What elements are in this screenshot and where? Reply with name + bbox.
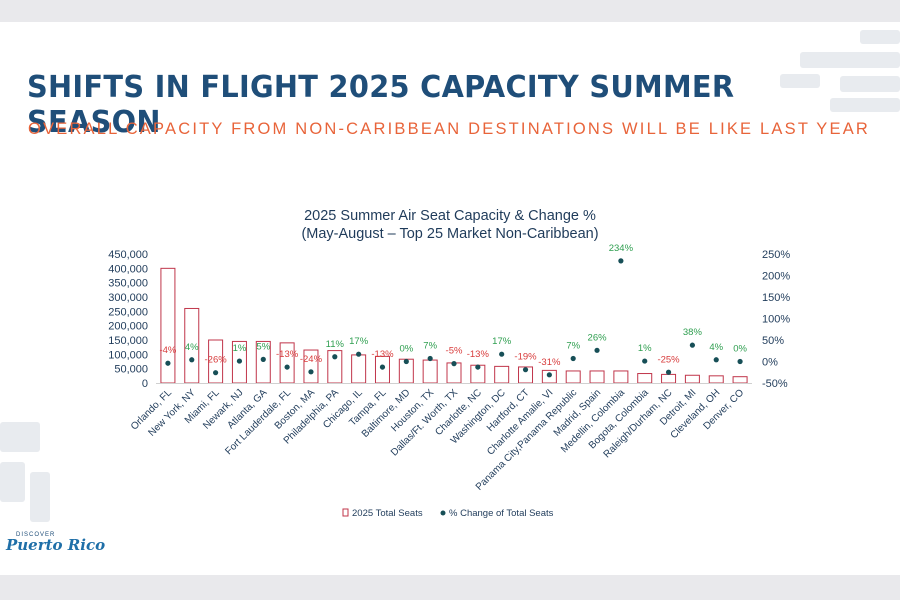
- bar-20: [613, 370, 629, 384]
- bar-15: [494, 365, 510, 384]
- logo-big-text: Puerto Rico: [6, 536, 106, 554]
- pct-data-label: -4%: [159, 345, 176, 356]
- slide-subtitle: OVERALL CAPACITY FROM NON-CARIBBEAN DEST…: [28, 120, 871, 138]
- y-left-tick-label: 100,000: [108, 349, 148, 361]
- y-left-tick-label: 150,000: [108, 335, 148, 347]
- pct-point-24: [713, 357, 719, 363]
- pct-data-label: 38%: [683, 327, 703, 338]
- slide: SHIFTS IN FLIGHT 2025 CAPACITY SUMMER SE…: [0, 22, 900, 575]
- pct-point-25: [737, 358, 743, 365]
- pct-data-label: 0%: [399, 344, 413, 355]
- bar-19: [589, 370, 605, 384]
- y-right-tick-label: 150%: [762, 292, 790, 304]
- pct-data-label: -13%: [276, 349, 299, 360]
- pct-point-15: [499, 351, 505, 357]
- pct-point-6: [284, 364, 290, 370]
- bar-22: [661, 373, 677, 384]
- pct-point-22: [665, 369, 672, 375]
- decoration-block: [830, 98, 900, 112]
- y-right-tick-label: -50%: [762, 378, 788, 390]
- bar-12: [422, 359, 438, 384]
- pct-data-label: 26%: [588, 332, 608, 343]
- pct-point-19: [594, 347, 600, 353]
- y-right-tick-label: 250%: [762, 249, 790, 261]
- pct-data-label: -25%: [657, 354, 680, 365]
- bar-23: [684, 374, 700, 384]
- legend-dot-swatch: [440, 510, 446, 516]
- pct-point-13: [451, 361, 457, 367]
- pct-point-17: [546, 372, 552, 378]
- pct-point-7: [308, 369, 314, 375]
- y-left-tick-label: 250,000: [108, 306, 148, 318]
- pct-data-label: 7%: [566, 340, 580, 351]
- pct-data-label: 4%: [709, 342, 723, 353]
- decoration-block: [780, 74, 820, 88]
- pct-point-14: [475, 364, 481, 370]
- pct-point-16: [522, 367, 529, 373]
- pct-data-label: -13%: [371, 349, 394, 360]
- legend-dot-label: % Change of Total Seats: [449, 508, 554, 519]
- pct-point-9: [356, 351, 362, 357]
- pct-data-label: 1%: [233, 343, 247, 354]
- puerto-rico-logo: DISCOVER Puerto Rico: [6, 532, 105, 554]
- y-left-tick-label: 400,000: [108, 263, 148, 275]
- pct-point-20: [618, 258, 624, 264]
- y-left-tick-label: 350,000: [108, 278, 148, 290]
- pct-point-18: [570, 355, 576, 362]
- pct-data-label: 4%: [185, 342, 199, 353]
- pct-data-label: 0%: [733, 344, 747, 355]
- pct-point-1: [165, 360, 171, 366]
- pct-data-label: -24%: [300, 354, 323, 365]
- pct-point-10: [379, 364, 386, 370]
- decoration-block: [860, 30, 900, 44]
- bar-21: [637, 373, 653, 384]
- chart-title: 2025 Summer Air Seat Capacity & Change %: [304, 208, 596, 224]
- pct-point-5: [260, 356, 266, 362]
- y-right-tick-label: 200%: [762, 271, 790, 283]
- pct-point-12: [427, 355, 433, 362]
- decoration-block: [0, 462, 25, 502]
- bar-9: [351, 354, 367, 384]
- slide-title: SHIFTS IN FLIGHT 2025 CAPACITY SUMMER SE…: [27, 70, 735, 140]
- bar-18: [565, 370, 581, 384]
- pct-point-3: [213, 370, 219, 376]
- decoration-block: [0, 422, 40, 452]
- pct-data-label: 7%: [423, 340, 437, 351]
- chart-subtitle: (May-August – Top 25 Market Non-Caribbea…: [301, 226, 599, 242]
- pct-data-label: -26%: [205, 355, 228, 366]
- pct-point-23: [689, 342, 696, 348]
- pct-point-4: [236, 358, 243, 364]
- pct-data-label: 17%: [492, 336, 512, 347]
- pct-data-label: -5%: [446, 346, 463, 357]
- y-left-tick-label: 300,000: [108, 292, 148, 304]
- legend-bar-label: 2025 Total Seats: [352, 508, 423, 519]
- pct-data-label: 5%: [256, 341, 270, 352]
- bar-24: [708, 375, 724, 384]
- decoration-block: [840, 76, 900, 92]
- y-right-tick-label: 50%: [762, 335, 784, 347]
- logo-small-text: DISCOVER: [16, 532, 56, 538]
- y-left-tick-label: 200,000: [108, 321, 148, 333]
- pct-data-label: 1%: [638, 343, 652, 354]
- pct-data-label: -19%: [514, 352, 537, 363]
- pct-data-label: 234%: [609, 243, 634, 254]
- decoration-block: [800, 52, 900, 68]
- pct-data-label: 11%: [326, 339, 345, 350]
- pct-point-2: [189, 357, 195, 363]
- pct-point-8: [332, 354, 338, 360]
- pct-point-11: [403, 358, 409, 365]
- legend-bar-swatch: [342, 508, 349, 517]
- combo-chart: 0 50,000 100,000 150,000 200,000 250,000 300,0…: [108, 243, 790, 519]
- pct-point-21: [642, 358, 648, 364]
- pct-data-label: -13%: [467, 349, 490, 360]
- bar-25: [732, 376, 748, 384]
- pct-data-label: -31%: [538, 357, 561, 368]
- y-left-tick-label: 0: [142, 378, 148, 390]
- y-left-tick-label: 450,000: [108, 249, 148, 261]
- y-right-tick-label: 100%: [762, 314, 790, 326]
- decoration-block: [30, 472, 50, 522]
- y-left-tick-label: 50,000: [114, 364, 148, 376]
- pct-data-label: 17%: [349, 336, 369, 347]
- y-right-tick-label: 0%: [762, 357, 778, 369]
